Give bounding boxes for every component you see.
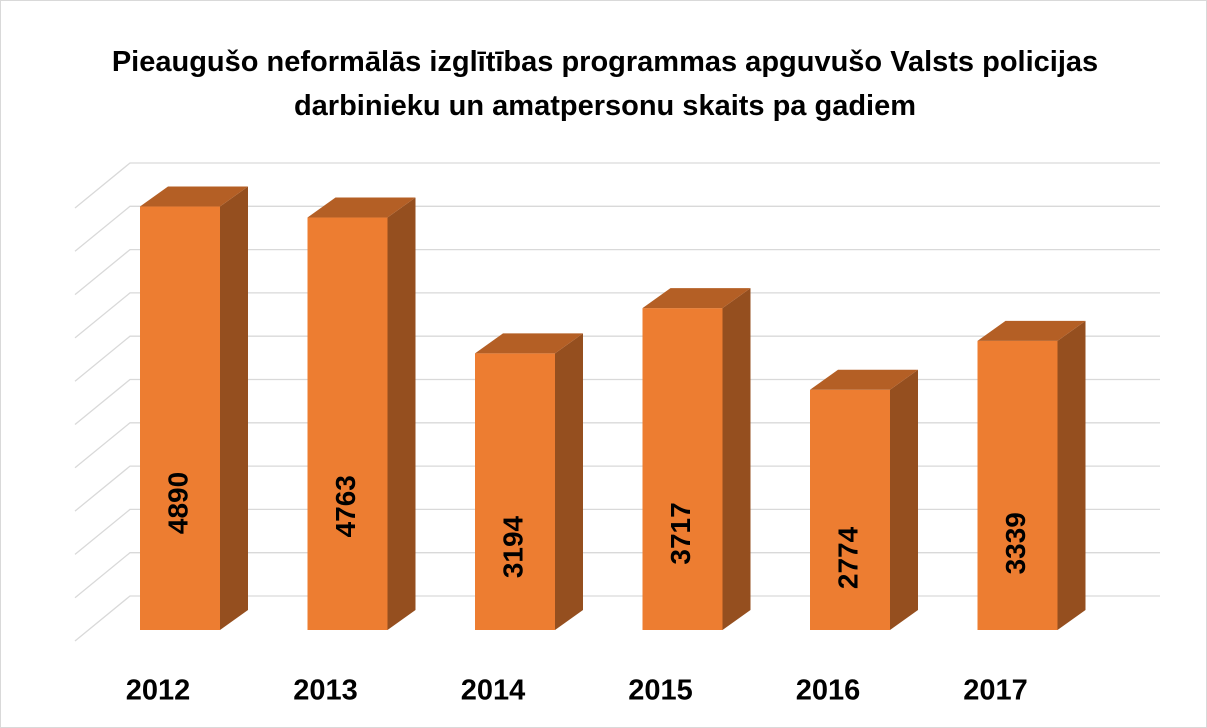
bar-side — [890, 369, 918, 630]
grid-line — [74, 292, 1160, 339]
bar-side — [220, 186, 248, 630]
bar-side — [387, 197, 416, 630]
bar — [475, 353, 555, 630]
bar — [810, 389, 890, 630]
x-tick-label: 2015 — [628, 675, 693, 707]
x-tick-label: 2016 — [796, 675, 861, 707]
grid-line — [74, 378, 1160, 426]
value-label: 4890 — [162, 472, 193, 534]
bar-top — [977, 320, 1086, 341]
bar-side — [722, 288, 751, 630]
bar-side — [1057, 320, 1086, 630]
bar-top — [307, 197, 416, 218]
bar — [642, 308, 723, 630]
bar-top — [140, 186, 248, 207]
bar-side — [555, 333, 583, 630]
value-label: 2774 — [832, 526, 863, 589]
grid-line — [74, 205, 1160, 252]
bar-top — [810, 369, 918, 390]
value-label: 3717 — [665, 502, 696, 564]
grid-line — [74, 335, 1160, 382]
x-tick-label: 2013 — [293, 675, 358, 707]
x-tick-label: 2017 — [963, 675, 1028, 707]
x-tick-label: 2012 — [126, 675, 191, 707]
bar — [140, 206, 220, 630]
value-label: 4763 — [330, 475, 361, 537]
bar — [307, 217, 388, 630]
grid-line — [74, 162, 1160, 209]
bar — [977, 340, 1058, 630]
grid-line — [74, 248, 1160, 296]
value-label: 3194 — [497, 515, 528, 578]
x-tick-label: 2014 — [461, 675, 526, 707]
value-label: 3339 — [1000, 512, 1031, 574]
chart-title: Pieaugušo neformālās izglītības programm… — [111, 46, 1099, 122]
bar-top — [475, 333, 583, 354]
bar-top — [642, 288, 751, 309]
